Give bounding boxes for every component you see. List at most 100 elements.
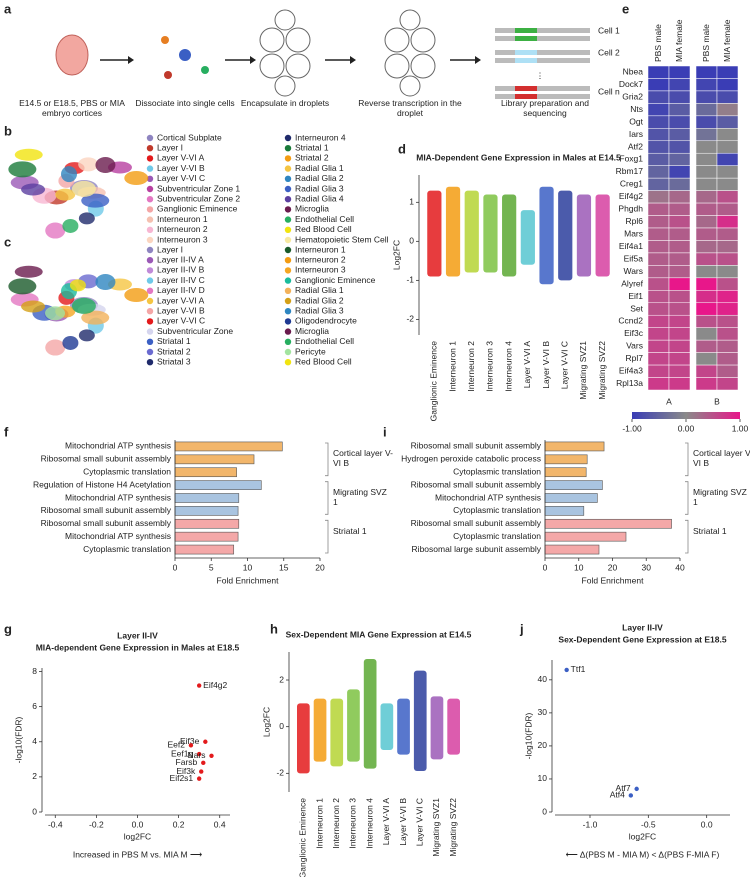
bar-label: Hydrogen peroxide catabolic process: [401, 454, 541, 464]
group-label: Cortical layer V-VI B: [333, 448, 393, 469]
labeled-gene: [199, 769, 204, 774]
group-label: Striatal 1: [693, 525, 727, 536]
strip-range: [430, 696, 444, 760]
bar: [174, 506, 239, 516]
heat-cell: [716, 190, 739, 204]
x-tick-label: 0.0: [701, 819, 713, 829]
heat-cell: [716, 352, 739, 366]
labeled-gene: [201, 760, 206, 766]
x-tick-label: Layer V-VI A: [381, 798, 391, 846]
legend-swatch: [284, 165, 292, 172]
umap-cluster: [14, 148, 43, 161]
legend-swatch: [284, 206, 292, 213]
row-label: Eif4g2: [619, 191, 643, 201]
x-tick-label: Interneuron 4: [503, 341, 513, 392]
legend-swatch: [284, 216, 292, 223]
legend-swatch: [146, 359, 154, 366]
heat-cell: [647, 352, 670, 366]
umap-cluster: [45, 306, 66, 321]
heat-cell: [647, 177, 670, 191]
bar: [174, 544, 235, 555]
legend-swatch: [146, 297, 154, 305]
legend-swatch: [284, 297, 292, 305]
gene-label: Atf7: [616, 783, 631, 793]
umap-cluster: [95, 274, 116, 291]
labeled-gene: [196, 776, 202, 781]
x-tick-label: 0: [543, 562, 548, 572]
strip-range: [445, 186, 461, 277]
legend-label: Striatal 3: [157, 356, 191, 366]
bar: [544, 531, 627, 542]
bar-label: Ribosomal small subunit assembly: [41, 518, 172, 528]
row-label: Eif1: [628, 291, 643, 301]
x-tick-label: Interneuron 1: [314, 798, 324, 849]
group-label-box: Cortical layer V-VI B: [693, 448, 750, 468]
heat-cell: [647, 240, 670, 254]
x-tick-label: Migrating SVZ1: [431, 798, 441, 857]
bar: [544, 493, 598, 503]
labeled-gene: [196, 751, 202, 757]
droplets: [259, 9, 311, 97]
umap-cluster: [95, 157, 116, 174]
heat-cell: [668, 302, 691, 316]
legend-swatch: [284, 257, 292, 264]
x-tick-label: Interneuron 3: [348, 798, 358, 849]
x-tick-label: Layer V-VI B: [398, 798, 408, 846]
embryo-icon: [55, 34, 89, 76]
row-label: Eif3c: [624, 328, 644, 338]
heat-cell: [716, 227, 739, 241]
heat-cell: [647, 215, 670, 229]
umap-cluster: [69, 279, 86, 292]
x-tick-label: Interneuron 3: [485, 341, 495, 392]
y-tick-label: 1: [409, 197, 414, 207]
labeled-gene: [209, 753, 214, 759]
heat-cell: [647, 227, 670, 241]
heat-cell: [647, 339, 670, 353]
heat-cell: [716, 177, 739, 191]
heat-cell: [695, 339, 718, 353]
bar: [174, 531, 239, 542]
legend-label: Endothelial Cell: [295, 214, 354, 224]
heat-cell: [695, 290, 718, 304]
y-tick-label: -1: [406, 275, 414, 285]
group-label: Migrating SVZ 1: [333, 487, 387, 507]
legend-label: Radial Glia 3: [295, 183, 344, 193]
x-tick-label: 0: [173, 562, 178, 572]
heat-cell: [647, 152, 670, 166]
x-tick-label: Layer V-VI C: [560, 341, 570, 389]
legend-label: Interneuron 4: [295, 132, 346, 142]
x-tick-label: 0.0: [132, 819, 144, 829]
heat-cell: [668, 65, 691, 79]
gene-label: Eif3e: [180, 736, 200, 746]
heat-cell: [695, 352, 718, 366]
heat-cell: [668, 314, 691, 328]
workflow-icons: [55, 9, 590, 99]
legend-label: Radial Glia 1: [295, 163, 344, 173]
heat-cell: [647, 90, 670, 104]
row-label: Nts: [630, 104, 643, 114]
bar-label: Cytoplasmic translation: [453, 531, 541, 541]
bar: [544, 506, 585, 516]
group-bracket: [325, 442, 329, 477]
y-tick-label: 8: [32, 666, 37, 676]
heat-cell: [695, 327, 718, 341]
heat-cell: [668, 103, 691, 117]
legend-label: Layer V-VI A: [157, 153, 205, 163]
legend-swatch: [146, 134, 154, 142]
labeled-gene: [196, 683, 202, 688]
x-axis-label: log2FC: [629, 831, 656, 841]
heat-cell: [716, 90, 739, 104]
heat-cell: [647, 364, 670, 378]
caption: Increased in PBS M vs. MIA M ⟶: [73, 849, 203, 859]
strip-range: [413, 670, 427, 771]
legend-label: Red Blood Cell: [295, 224, 352, 234]
bar: [174, 467, 237, 478]
heat-cell: [668, 128, 691, 142]
heat-cell: [647, 290, 670, 304]
heat-cell: [668, 240, 691, 254]
chart-subtitle: Sex-Dependent Gene Expression at E18.5: [558, 634, 726, 644]
workflow-step: Dissociate into single cells: [135, 98, 235, 108]
umap-cluster: [62, 335, 79, 350]
x-tick-label: Layer V-VI A: [522, 341, 532, 389]
